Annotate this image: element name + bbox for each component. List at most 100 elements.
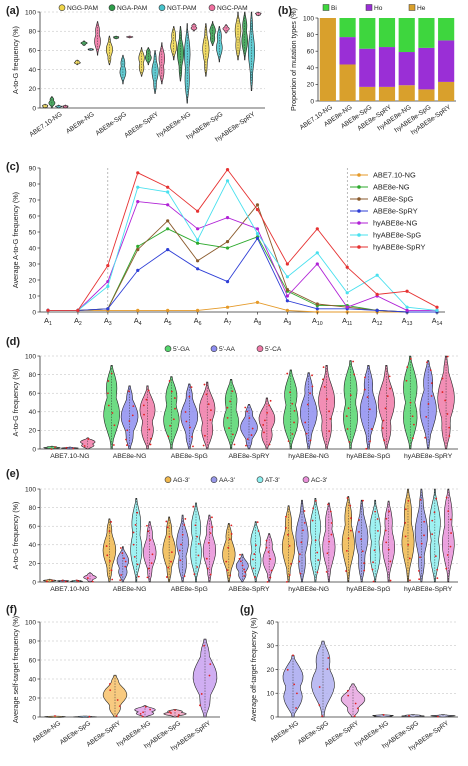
x-tick-label: A8: [254, 316, 262, 327]
violin-body: [190, 502, 202, 583]
x-tick-label: hyABE8e-NG: [288, 586, 329, 593]
y-tick-label: 80: [29, 638, 37, 645]
legend-swatch: [256, 476, 264, 484]
data-point: [110, 372, 113, 375]
data-point: [183, 524, 186, 526]
data-point: [194, 524, 197, 527]
violin-ABE8e-NG: [44, 715, 66, 718]
violin-5'-AA: [240, 404, 258, 450]
data-point: [107, 380, 110, 382]
data-point: [192, 445, 194, 448]
data-point: [183, 575, 186, 578]
series-point: [435, 305, 439, 309]
data-point: [133, 555, 136, 558]
data-point: [353, 373, 356, 376]
legend-label: hyABE8e-SpRY: [373, 243, 426, 252]
legend-label: NGT-PAM: [167, 5, 197, 12]
data-point: [384, 407, 387, 410]
y-tick-label: 20: [29, 277, 37, 284]
panel-label: (d): [6, 336, 20, 348]
violin-NGA-PAM: [80, 40, 88, 46]
data-point: [406, 366, 409, 369]
data-point: [431, 519, 434, 522]
y-tick-label: 0: [310, 98, 314, 105]
data-point: [170, 712, 172, 714]
legend-swatch: [408, 4, 416, 11]
x-tick-label: hyABE8e-SpG: [346, 586, 390, 593]
data-point: [115, 715, 118, 717]
data-point: [347, 694, 350, 697]
data-point: [181, 533, 184, 536]
data-point: [407, 543, 410, 546]
data-point: [288, 544, 291, 547]
violin-5'-CA: [139, 385, 156, 450]
series-point: [46, 308, 50, 312]
data-point: [323, 385, 326, 388]
data-point: [177, 715, 180, 718]
data-point: [225, 560, 228, 563]
data-point: [352, 360, 355, 363]
data-point: [288, 574, 291, 576]
data-point: [382, 419, 385, 422]
violin-NGG-PAM: [73, 59, 81, 66]
data-point: [227, 546, 230, 549]
data-point: [387, 548, 390, 551]
series-point: [166, 308, 170, 312]
x-tick-label: hyABE8e-NG: [288, 453, 329, 460]
data-point: [287, 533, 289, 536]
x-tick-label: ABE7.10-NG: [50, 453, 89, 460]
data-point: [144, 705, 147, 708]
data-point: [441, 391, 444, 393]
data-point: [196, 535, 199, 538]
data-point: [270, 569, 273, 572]
data-point: [207, 541, 210, 544]
data-point: [411, 415, 414, 418]
data-point: [330, 533, 333, 536]
series-point: [166, 227, 170, 231]
legend-label: NGG-PAM: [67, 5, 98, 12]
series-point: [225, 280, 230, 284]
violin-5'-GA: [343, 360, 358, 450]
violin-AT-3': [190, 502, 202, 583]
y-tick-label: 0: [32, 446, 36, 453]
legend-marker: [357, 209, 361, 213]
violin-5'-AA: [299, 372, 318, 450]
data-point: [363, 562, 365, 565]
data-point: [423, 534, 425, 537]
data-point: [177, 713, 180, 716]
violin-AG-3': [222, 523, 236, 583]
data-point: [209, 663, 212, 666]
data-point: [86, 577, 89, 579]
series-point: [315, 262, 319, 266]
violin-AT-3': [369, 499, 381, 583]
data-point: [358, 531, 360, 533]
bar-He: [319, 18, 336, 101]
data-point: [286, 668, 289, 671]
y-tick-label: 40: [267, 619, 275, 626]
data-point: [239, 560, 242, 563]
x-tick-label: A9: [284, 316, 292, 327]
data-point: [124, 565, 127, 568]
series-point: [285, 294, 289, 298]
data-point: [143, 413, 145, 416]
data-point: [430, 382, 433, 384]
series-point: [196, 238, 200, 242]
legend-label: ABE8e-NG: [373, 183, 410, 192]
y-tick-label: 40: [307, 65, 315, 72]
data-point: [377, 530, 379, 532]
series-point: [136, 244, 140, 248]
data-point: [248, 417, 251, 419]
legend-swatch: [302, 476, 310, 484]
bar-Bi: [398, 18, 415, 53]
y-tick-label: 10: [267, 691, 275, 698]
data-point: [265, 539, 268, 542]
legend-label: AG-3': [173, 477, 190, 484]
x-tick-label: ABE8e-SpRY: [228, 453, 270, 460]
y-tick-label: 40: [29, 245, 37, 252]
data-point: [325, 570, 328, 573]
series-point: [136, 185, 140, 189]
bar-Bi: [378, 18, 396, 48]
violin-body: [83, 572, 97, 583]
series-point: [255, 236, 260, 240]
data-point: [142, 404, 145, 407]
